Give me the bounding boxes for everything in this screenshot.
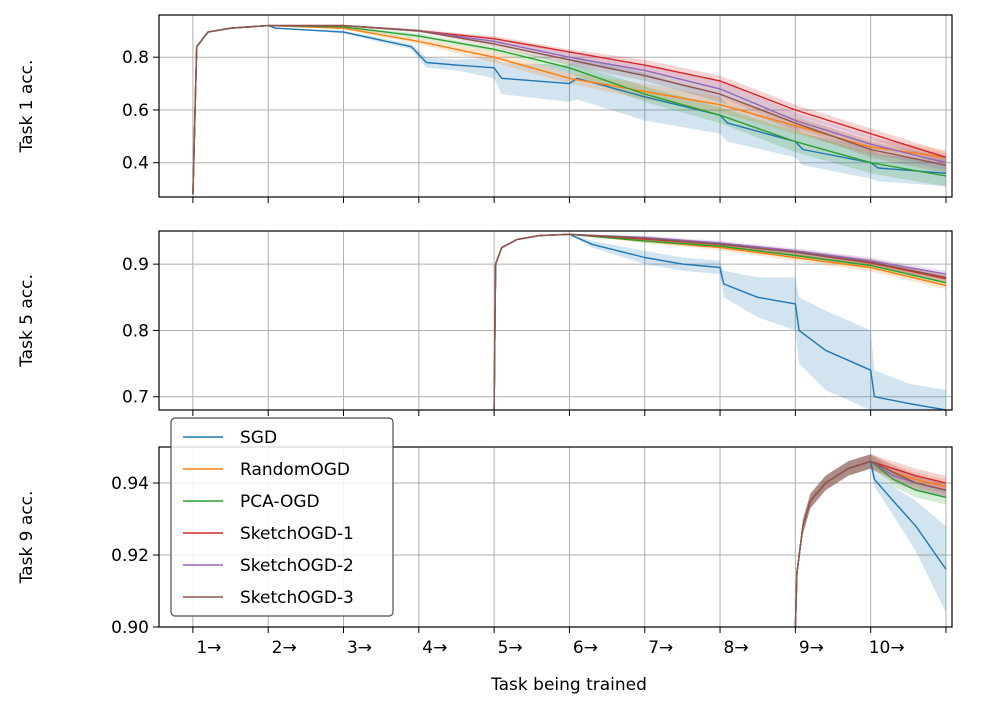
y-tick-label: 0.4 bbox=[122, 154, 149, 174]
series-band-sketchogd-3 bbox=[192, 24, 946, 195]
y-axis-label: Task 1 acc. bbox=[17, 60, 37, 154]
axes-frame bbox=[158, 14, 953, 198]
y-axis-label: Task 5 acc. bbox=[17, 274, 37, 368]
x-tick-label: 2→ bbox=[272, 638, 297, 658]
y-tick-label: 0.90 bbox=[111, 618, 149, 638]
series-line-sketchogd-3 bbox=[794, 460, 947, 627]
y-tick-label: 0.8 bbox=[122, 48, 149, 68]
x-tick-label: 9→ bbox=[799, 638, 824, 658]
legend-label-sketchogd-1: SketchOGD-1 bbox=[240, 524, 354, 544]
y-tick-label: 0.9 bbox=[122, 255, 149, 275]
legend-label-sketchogd-3: SketchOGD-3 bbox=[240, 588, 354, 608]
series-line-sketchogd-3 bbox=[493, 233, 947, 410]
legend-label-sketchogd-2: SketchOGD-2 bbox=[240, 556, 354, 576]
x-tick-label: 6→ bbox=[573, 638, 598, 658]
legend: SGD RandomOGD PCA-OGD SketchOGD-1 SketchOGD-… bbox=[170, 417, 394, 617]
axes-frame bbox=[158, 446, 953, 628]
legend-label-randomogd: RandomOGD bbox=[240, 460, 350, 480]
axes-frame bbox=[158, 230, 953, 411]
x-tick-label: 4→ bbox=[422, 638, 447, 658]
panel-3: 0.90 0.92 0.94 Task 9 acc. 1→ 2→ 3→ 4→ 5→ 6→ 7→ 8→ 9… bbox=[17, 446, 953, 695]
y-tick-label: 0.94 bbox=[111, 474, 149, 494]
series-band-sketchogd-2 bbox=[192, 24, 946, 195]
x-axis-label: Task being trained bbox=[490, 675, 647, 695]
x-tick-label: 1→ bbox=[196, 638, 221, 658]
x-tick-label: 5→ bbox=[498, 638, 523, 658]
series-band-sgd bbox=[795, 454, 946, 627]
y-tick-label: 0.8 bbox=[122, 321, 149, 341]
x-tick-label: 7→ bbox=[648, 638, 673, 658]
x-tick-label: 3→ bbox=[347, 638, 372, 658]
series-band-sgd bbox=[494, 234, 946, 410]
series-group bbox=[794, 454, 947, 627]
x-tick-label: 10→ bbox=[869, 638, 905, 658]
series-line-sketchogd-3 bbox=[192, 24, 947, 195]
panel-1: 0.4 0.6 0.8 Task 1 acc. bbox=[17, 14, 953, 203]
legend-label-pca-ogd: PCA-OGD bbox=[240, 492, 320, 512]
y-tick-label: 0.92 bbox=[111, 546, 149, 566]
x-tick-label: 8→ bbox=[724, 638, 749, 658]
series-band-sgd bbox=[192, 25, 946, 195]
y-axis-label: Task 9 acc. bbox=[17, 491, 37, 585]
y-tick-label: 0.7 bbox=[122, 388, 149, 408]
panel-2: 0.7 0.8 0.9 Task 5 acc. bbox=[17, 230, 953, 416]
legend-label-sgd: SGD bbox=[240, 428, 277, 448]
y-tick-label: 0.6 bbox=[122, 101, 149, 121]
series-group bbox=[493, 233, 947, 410]
series-group bbox=[192, 24, 947, 195]
legend-box bbox=[170, 417, 394, 617]
